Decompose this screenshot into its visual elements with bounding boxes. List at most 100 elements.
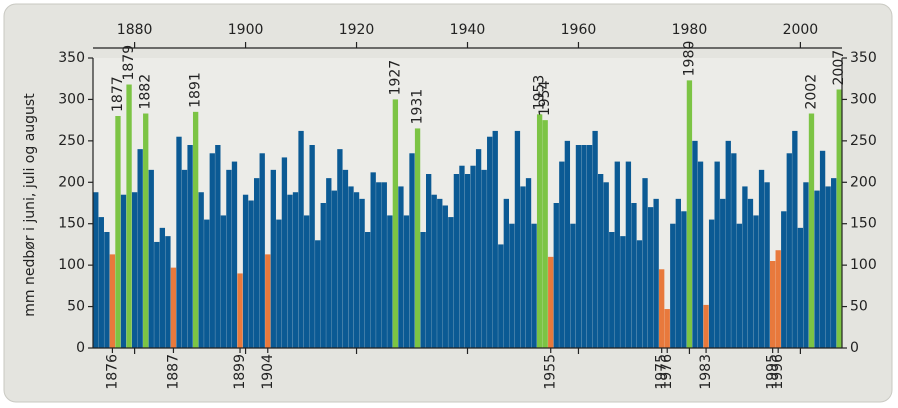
wet-year-label: 2002 <box>803 74 819 110</box>
bar <box>697 161 704 348</box>
bar <box>398 186 404 348</box>
bar <box>559 161 565 348</box>
bar <box>581 145 587 348</box>
bar <box>276 219 282 348</box>
bar <box>414 128 421 348</box>
dry-year-label: 1955 <box>543 354 559 390</box>
bar <box>625 161 632 348</box>
bar <box>392 99 399 348</box>
bar <box>725 140 731 348</box>
bar <box>670 223 676 348</box>
dry-year-label: 1887 <box>165 354 181 390</box>
bar <box>254 178 260 348</box>
bar <box>364 232 371 348</box>
bar <box>148 169 154 348</box>
dry-year-label: 1983 <box>698 354 714 390</box>
bar <box>348 186 354 348</box>
bar <box>448 217 454 348</box>
x-tick-label: 1940 <box>450 22 486 38</box>
bar <box>542 120 548 349</box>
bar <box>525 178 532 348</box>
bar <box>376 182 382 348</box>
bar <box>742 186 748 348</box>
bar <box>570 223 576 348</box>
bar <box>342 169 349 348</box>
bar <box>781 211 787 348</box>
bar <box>836 89 842 348</box>
bar <box>553 203 559 348</box>
bar <box>154 241 160 348</box>
y-tick-label-right: 250 <box>850 133 877 149</box>
bar <box>93 192 99 348</box>
bar <box>109 254 116 348</box>
y-tick-label: 350 <box>58 50 85 66</box>
x-tick-label: 1920 <box>339 22 375 38</box>
bar <box>320 203 326 348</box>
bar <box>803 182 809 348</box>
bar <box>686 80 693 348</box>
bar <box>309 145 315 348</box>
bar <box>503 198 510 348</box>
bar <box>775 250 781 348</box>
y-tick-label: 0 <box>76 340 85 356</box>
bar <box>437 198 443 348</box>
wet-year-label: 1953 <box>532 75 548 111</box>
bar <box>209 153 215 348</box>
bar <box>187 145 193 348</box>
bar <box>198 192 204 348</box>
wet-year-label: 1954 <box>537 80 553 116</box>
bar <box>786 153 792 348</box>
bar <box>226 169 232 348</box>
y-tick-label: 300 <box>58 91 85 107</box>
bar <box>642 178 648 348</box>
bar <box>120 194 127 348</box>
bar <box>819 150 826 348</box>
bar <box>536 114 543 348</box>
bar <box>481 169 487 348</box>
bar <box>636 240 643 348</box>
bar <box>631 203 637 348</box>
bar <box>281 157 288 348</box>
x-tick-label: 2000 <box>783 22 819 38</box>
bar <box>204 219 210 348</box>
y-tick-label-right: 0 <box>850 340 859 356</box>
bar <box>248 200 254 348</box>
dry-year-label: 1899 <box>232 354 248 390</box>
bar <box>409 153 415 348</box>
bar <box>620 236 626 348</box>
bar <box>609 232 615 348</box>
y-tick-label-right: 350 <box>850 50 877 66</box>
bar <box>265 254 271 348</box>
bar <box>326 178 332 348</box>
bar <box>337 149 343 348</box>
bar <box>664 309 670 348</box>
bar <box>708 219 715 348</box>
bar <box>215 145 221 348</box>
bar <box>381 182 387 348</box>
bar <box>564 140 571 348</box>
bar <box>797 227 804 348</box>
wet-year-label: 1980 <box>681 41 697 77</box>
y-tick-label: 100 <box>58 257 85 273</box>
bar <box>548 256 554 348</box>
bar <box>170 267 177 348</box>
bar <box>131 192 138 348</box>
bar <box>442 205 448 348</box>
bar <box>176 136 182 348</box>
bar <box>692 140 698 348</box>
bar <box>420 232 426 348</box>
bar <box>769 261 776 348</box>
y-tick-label-right: 100 <box>850 257 877 273</box>
y-tick-label: 50 <box>67 299 85 315</box>
wet-year-label: 1882 <box>138 74 154 110</box>
bar <box>425 174 432 348</box>
wet-year-label: 2007 <box>831 50 847 86</box>
bar <box>403 215 410 348</box>
y-tick-label: 250 <box>58 133 85 149</box>
dry-year-label: 1876 <box>104 354 120 390</box>
bar <box>387 215 393 348</box>
bar <box>292 192 299 348</box>
bar <box>675 198 681 348</box>
bar <box>459 165 465 348</box>
